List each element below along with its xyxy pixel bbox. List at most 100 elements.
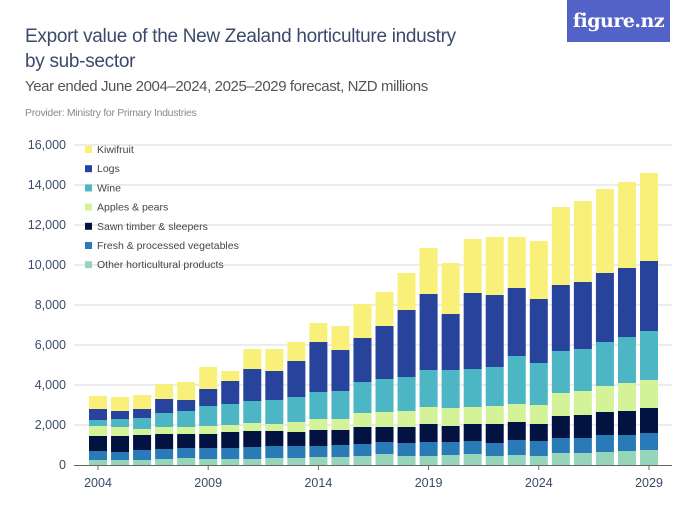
bar-segment-logs — [640, 261, 658, 331]
bar-segment-apples-pears — [221, 425, 240, 432]
bar-segment-kiwifruit — [111, 397, 130, 411]
bar-segment-sawn-timber-sleepers — [573, 415, 592, 438]
bar-segment-logs — [309, 342, 328, 392]
bar-segment-wine — [441, 370, 460, 408]
bar-segment-wine — [397, 377, 416, 411]
bar-segment-fresh-processed-vegetables — [331, 445, 350, 457]
bar-segment-sawn-timber-sleepers — [353, 427, 372, 444]
bar-segment-other-horticultural-products — [353, 456, 372, 465]
bar-segment-fresh-processed-vegetables — [397, 443, 416, 456]
figure-nz-logo[interactable]: figure.nz — [567, 0, 670, 42]
bar-segment-other-horticultural-products — [133, 460, 152, 465]
bar-segment-other-horticultural-products — [177, 458, 196, 465]
bar-segment-kiwifruit — [397, 273, 416, 310]
bar-segment-sawn-timber-sleepers — [243, 431, 262, 447]
legend-label: Fresh & processed vegetables — [97, 240, 239, 252]
bar-segment-wine — [177, 411, 196, 427]
bar-segment-logs — [397, 310, 416, 377]
bar-segment-apples-pears — [111, 427, 130, 436]
bar-segment-sawn-timber-sleepers — [155, 434, 174, 449]
bar-segment-kiwifruit — [177, 382, 196, 400]
bar-segment-sawn-timber-sleepers — [485, 424, 504, 443]
bar-segment-fresh-processed-vegetables — [353, 444, 372, 456]
bar-segment-other-horticultural-products — [397, 456, 416, 465]
bar-segment-apples-pears — [199, 426, 218, 434]
bar-segment-logs — [353, 338, 372, 382]
legend-label: Wine — [97, 182, 121, 194]
y-tick-label: 8,000 — [35, 298, 66, 312]
bar-segment-other-horticultural-products — [111, 460, 130, 465]
bar-segment-other-horticultural-products — [573, 453, 592, 465]
y-tick-label: 12,000 — [28, 218, 66, 232]
bar-segment-apples-pears — [640, 380, 658, 408]
bar-segment-wine — [309, 392, 328, 419]
bar-segment-fresh-processed-vegetables — [640, 433, 658, 450]
bar-segment-kiwifruit — [133, 395, 152, 409]
bar-segment-apples-pears — [529, 405, 548, 424]
legend-item: Wine — [85, 182, 121, 194]
bar-segment-wine — [551, 351, 570, 393]
bar-segment-other-horticultural-products — [463, 454, 482, 465]
legend-label: Kiwifruit — [97, 144, 134, 156]
legend-item: Apples & pears — [85, 202, 168, 214]
bar-segment-kiwifruit — [199, 367, 218, 389]
bar-segment-wine — [155, 413, 174, 427]
legend-swatch — [85, 184, 92, 192]
legend-item: Fresh & processed vegetables — [85, 240, 239, 252]
bar-segment-fresh-processed-vegetables — [265, 446, 284, 458]
bar-segment-apples-pears — [309, 419, 328, 430]
bar-segment-logs — [331, 350, 350, 391]
bar-segment-apples-pears — [353, 413, 372, 427]
bar-segment-fresh-processed-vegetables — [507, 440, 526, 455]
bar-segment-fresh-processed-vegetables — [595, 435, 614, 452]
bar-segment-sawn-timber-sleepers — [419, 424, 438, 442]
x-tick-label: 2009 — [194, 476, 222, 490]
legend-swatch — [85, 146, 92, 153]
bar-segment-apples-pears — [573, 391, 592, 415]
bar-segment-logs — [441, 314, 460, 370]
bar-segment-wine — [640, 331, 658, 380]
bar-segment-fresh-processed-vegetables — [155, 449, 174, 459]
bar-segment-other-horticultural-products — [640, 450, 658, 465]
x-tick-label: 2004 — [84, 476, 112, 490]
bar-segment-fresh-processed-vegetables — [441, 442, 460, 455]
bar-segment-fresh-processed-vegetables — [375, 442, 394, 454]
bar-segment-other-horticultural-products — [419, 456, 438, 465]
legend-item: Logs — [85, 163, 120, 175]
bar-segment-sawn-timber-sleepers — [463, 424, 482, 441]
bar-segment-other-horticultural-products — [551, 453, 570, 465]
bar-segment-fresh-processed-vegetables — [463, 441, 482, 454]
bar-segment-kiwifruit — [595, 189, 614, 273]
bar-segment-logs — [243, 369, 262, 401]
x-tick-label: 2014 — [304, 476, 332, 490]
bar-segment-fresh-processed-vegetables — [111, 452, 130, 460]
bar-segment-logs — [507, 288, 526, 356]
bar-segment-other-horticultural-products — [265, 458, 284, 465]
bar-segment-wine — [507, 356, 526, 404]
bar-segment-fresh-processed-vegetables — [177, 448, 196, 458]
legend-item: Sawn timber & sleepers — [85, 221, 208, 233]
bar-segment-kiwifruit — [265, 349, 284, 371]
bar-segment-kiwifruit — [353, 304, 372, 338]
legend-label: Apples & pears — [97, 202, 168, 214]
bar-segment-other-horticultural-products — [375, 454, 394, 465]
bar-segment-fresh-processed-vegetables — [89, 451, 107, 460]
chart-title: Export value of the New Zealand horticul… — [25, 26, 456, 72]
bar-segment-wine — [199, 406, 218, 426]
bar-segment-apples-pears — [89, 426, 107, 436]
bar-segment-apples-pears — [375, 412, 394, 427]
bar-segment-apples-pears — [419, 407, 438, 424]
bar-segment-wine — [463, 369, 482, 407]
legend-swatch — [85, 165, 92, 173]
bar-segment-other-horticultural-products — [617, 451, 636, 465]
bar-segment-sawn-timber-sleepers — [441, 426, 460, 442]
bar-segment-kiwifruit — [221, 371, 240, 381]
bar-segment-logs — [573, 282, 592, 349]
bar-segment-logs — [551, 285, 570, 351]
legend-item: Other horticultural products — [85, 259, 224, 271]
bar-segment-wine — [573, 349, 592, 391]
bar-segment-fresh-processed-vegetables — [133, 450, 152, 460]
legend-swatch — [85, 242, 92, 249]
bar-segment-sawn-timber-sleepers — [551, 416, 570, 438]
y-tick-label: 2,000 — [35, 418, 66, 432]
